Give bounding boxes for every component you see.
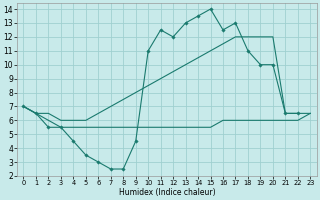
X-axis label: Humidex (Indice chaleur): Humidex (Indice chaleur) [119,188,215,197]
